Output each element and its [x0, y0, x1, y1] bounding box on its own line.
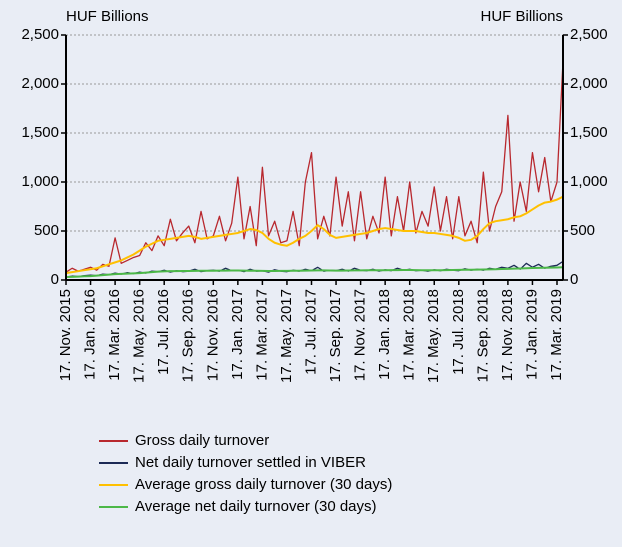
legend-label: Gross daily turnover: [135, 432, 269, 449]
y2-tick-label: 1,500: [570, 124, 608, 141]
y2-tick-label: 2,500: [570, 26, 608, 43]
y2-tick-label: 0: [570, 271, 578, 288]
y2-tick-label: 1,000: [570, 173, 608, 190]
x-tick-label: 17. Sep. 2018: [474, 289, 491, 382]
x-tick-label: 17. Sep. 2016: [180, 289, 197, 382]
x-tick-label: 17. May. 2018: [425, 289, 442, 383]
y-tick-label: 1,500: [21, 124, 59, 141]
x-tick-label: 17. Nov. 2015: [57, 289, 74, 381]
x-tick-label: 17. Nov. 2018: [499, 289, 516, 381]
legend-label: Net daily turnover settled in VIBER: [135, 454, 366, 471]
x-tick-label: 17. Jan. 2019: [523, 289, 540, 380]
y2-axis-title: HUF Billions: [480, 8, 563, 25]
x-tick-label: 17. May. 2017: [278, 289, 295, 383]
x-tick-label: 17. Jul. 2016: [155, 289, 172, 375]
x-tick-label: 17. Nov. 2016: [204, 289, 221, 381]
x-tick-label: 17. Mar. 2016: [106, 289, 123, 381]
x-tick-label: 17. Sep. 2017: [327, 289, 344, 382]
series-line: [65, 195, 564, 275]
y-tick-label: 1,000: [21, 173, 59, 190]
series-line: [65, 61, 564, 273]
series-line: [65, 266, 564, 279]
x-tick-label: 17. Mar. 2017: [253, 289, 270, 381]
y-tick-label: 500: [34, 222, 59, 239]
x-tick-label: 17. Jan. 2017: [229, 289, 246, 380]
y-tick-label: 2,500: [21, 26, 59, 43]
y2-tick-label: 2,000: [570, 75, 608, 92]
legend-label: Average net daily turnover (30 days): [135, 498, 377, 515]
y-tick-label: 2,000: [21, 75, 59, 92]
x-tick-label: 17. Jul. 2017: [302, 289, 319, 375]
y-axis-title: HUF Billions: [66, 8, 149, 25]
x-tick-label: 17. Jul. 2018: [450, 289, 467, 375]
x-tick-label: 17. Mar. 2018: [401, 289, 418, 381]
x-tick-label: 17. Jan. 2018: [376, 289, 393, 380]
x-tick-label: 17. Mar. 2019: [548, 289, 565, 381]
x-tick-label: 17. Nov. 2017: [352, 289, 369, 381]
legend-label: Average gross daily turnover (30 days): [135, 476, 392, 493]
x-tick-label: 17. Jan. 2016: [82, 289, 99, 380]
y-tick-label: 0: [51, 271, 59, 288]
y2-tick-label: 500: [570, 222, 595, 239]
x-tick-label: 17. May. 2016: [131, 289, 148, 383]
